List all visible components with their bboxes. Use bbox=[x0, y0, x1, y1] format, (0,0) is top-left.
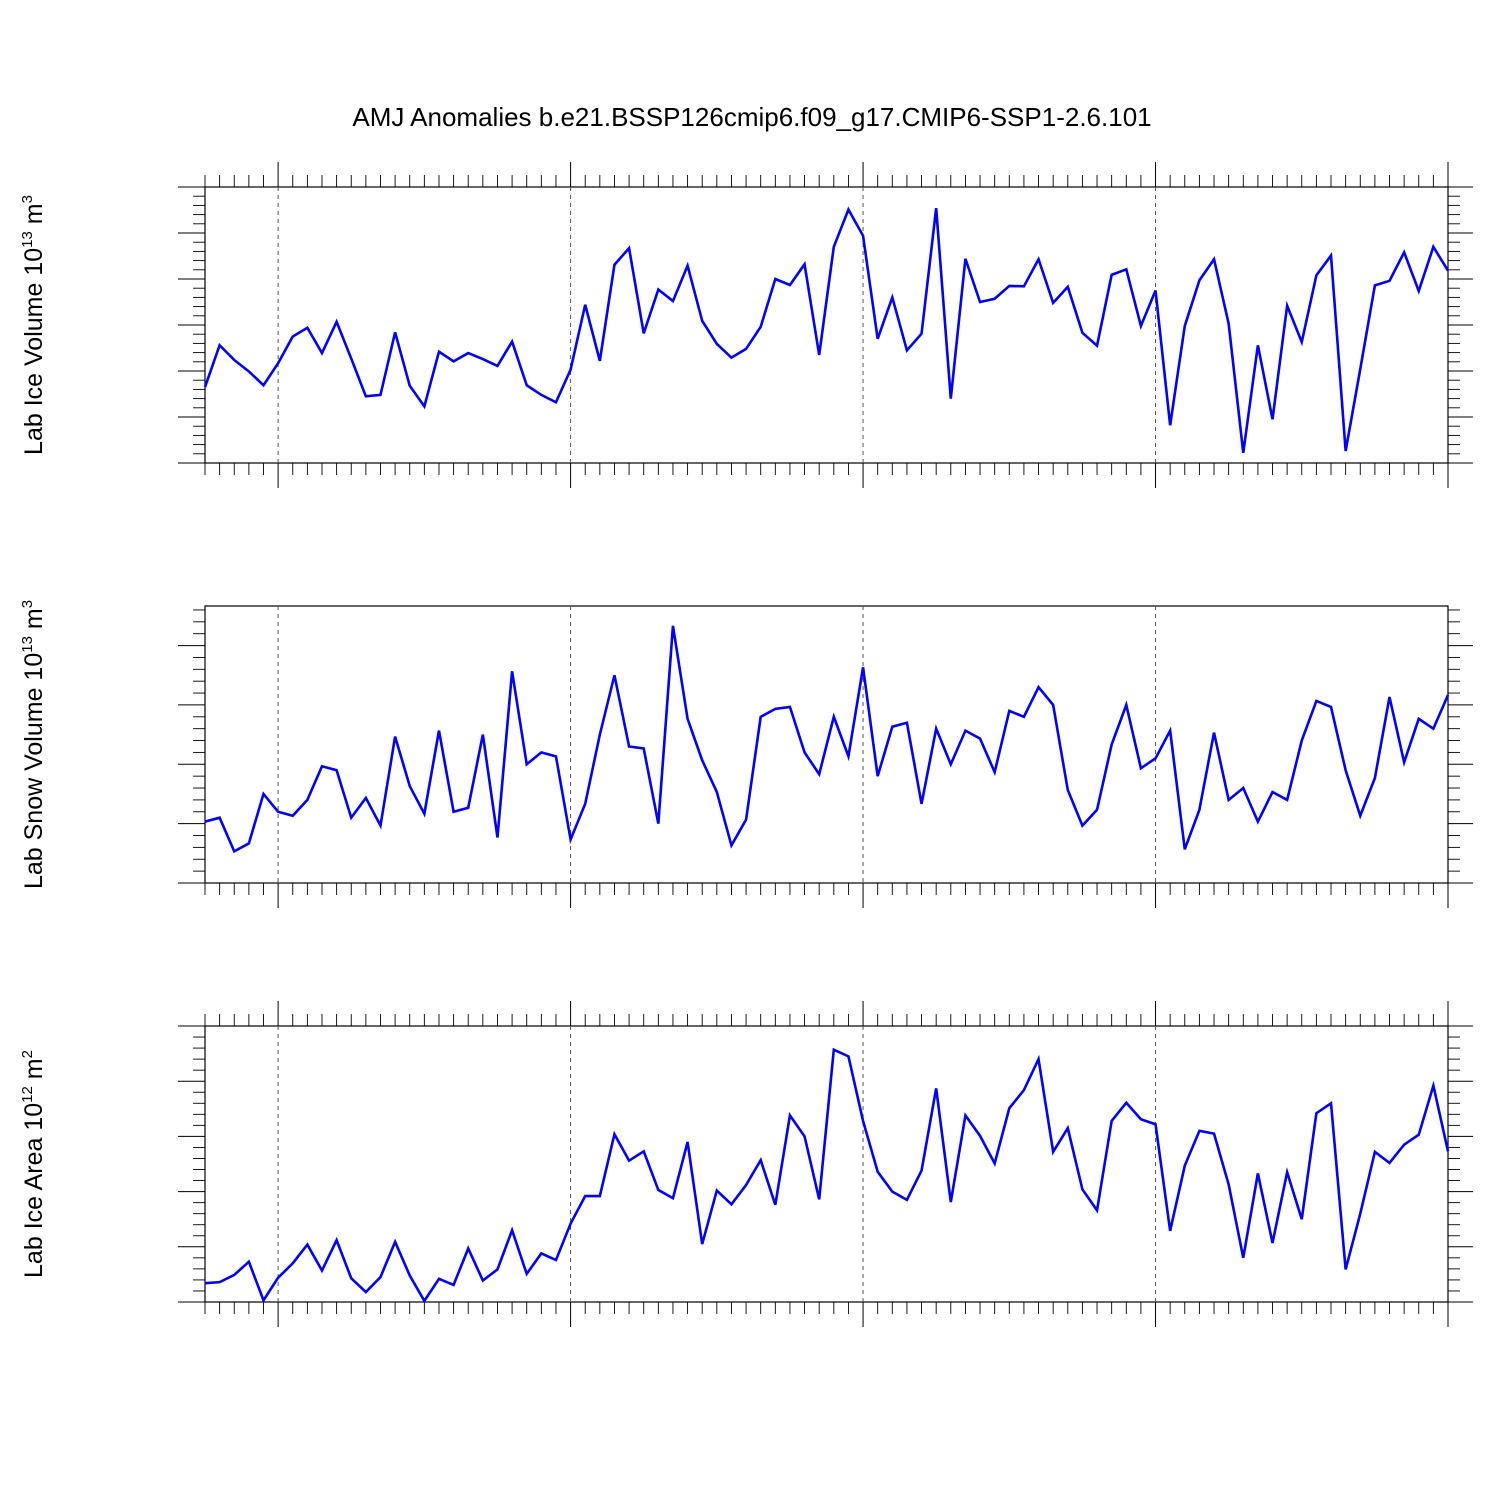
plot-frame bbox=[204, 186, 1449, 464]
plot-frame bbox=[204, 605, 1449, 884]
panel-lab-snow-volume: Lab Snow Volume 1013 m3 bbox=[19, 600, 1473, 908]
series-line bbox=[204, 625, 1450, 854]
y-axis-label: Lab Ice Volume 1013 m3 bbox=[19, 195, 48, 455]
panel-lab-ice-area: Lab Ice Area 1012 m2 bbox=[19, 1001, 1473, 1327]
y-axis-label-unit: m bbox=[20, 608, 48, 636]
y-axis-label-text: Lab Snow Volume 10 bbox=[20, 653, 48, 889]
y-axis-label-exponent: 13 bbox=[19, 636, 36, 653]
y-axis-label-unit-exponent: 3 bbox=[19, 195, 36, 203]
y-axis-label-text: Lab Ice Volume 10 bbox=[20, 248, 48, 455]
y-axis-label-exponent: 12 bbox=[19, 1086, 36, 1103]
chart-title: AMJ Anomalies b.e21.BSSP126cmip6.f09_g17… bbox=[352, 102, 1151, 132]
plot-frame bbox=[204, 1025, 1449, 1303]
series-line bbox=[204, 1047, 1450, 1304]
y-axis-label: Lab Snow Volume 1013 m3 bbox=[19, 600, 48, 889]
y-axis-label: Lab Ice Area 1012 m2 bbox=[19, 1050, 48, 1278]
y-axis-label-unit: m bbox=[20, 203, 48, 231]
y-axis-label-text: Lab Ice Area 10 bbox=[20, 1103, 48, 1278]
series-line bbox=[203, 206, 1450, 454]
y-axis-label-unit-exponent: 2 bbox=[19, 1050, 36, 1058]
y-axis-label-unit-exponent: 3 bbox=[19, 600, 36, 608]
panel-lab-ice-volume: Lab Ice Volume 1013 m3 bbox=[19, 162, 1473, 488]
y-axis-label-exponent: 13 bbox=[19, 231, 36, 248]
y-axis-label-unit: m bbox=[20, 1058, 48, 1086]
